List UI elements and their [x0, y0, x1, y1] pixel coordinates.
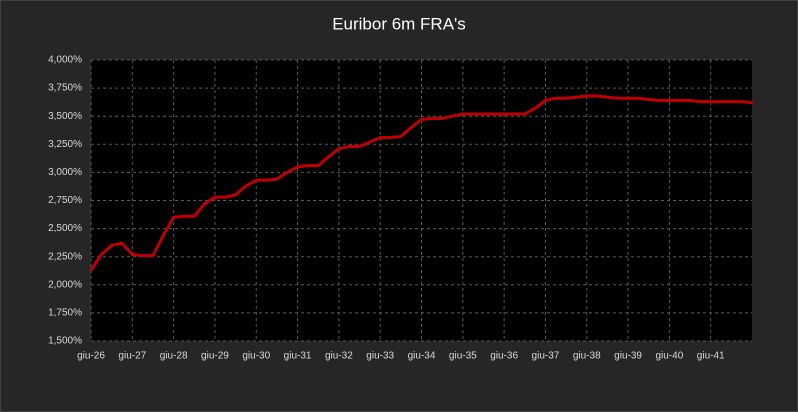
y-tick-label: 2,750% [48, 195, 82, 206]
y-tick-label: 2,500% [48, 223, 82, 234]
x-tick-label: giu-37 [532, 351, 560, 362]
x-tick-label: giu-34 [408, 351, 436, 362]
y-tick-label: 3,000% [48, 167, 82, 178]
y-tick-label: 2,250% [48, 251, 82, 262]
x-tick-label: giu-38 [573, 351, 601, 362]
x-tick-label: giu-32 [325, 351, 353, 362]
y-tick-label: 3,250% [48, 139, 82, 150]
y-tick-label: 2,000% [48, 279, 82, 290]
y-tick-label: 3,750% [48, 83, 82, 94]
chart-title: Euribor 6m FRA's [332, 14, 466, 33]
data-line [89, 94, 754, 272]
x-tick-label: giu-26 [77, 351, 105, 362]
y-tick-label: 4,000% [48, 55, 82, 66]
x-tick-label: giu-31 [284, 351, 312, 362]
x-tick-label: giu-33 [366, 351, 394, 362]
x-tick-label: giu-29 [201, 351, 229, 362]
y-tick-label: 1,500% [48, 336, 82, 347]
x-tick-label: giu-28 [160, 351, 188, 362]
x-tick-label: giu-27 [118, 351, 146, 362]
x-tick-label: giu-39 [614, 351, 642, 362]
x-tick-label: giu-35 [449, 351, 477, 362]
x-tick-label: giu-30 [242, 351, 270, 362]
x-tick-label: giu-36 [490, 351, 518, 362]
y-tick-label: 1,750% [48, 308, 82, 319]
y-tick-label: 3,500% [48, 111, 82, 122]
x-tick-label: giu-41 [697, 351, 725, 362]
x-tick-label: giu-40 [655, 351, 683, 362]
